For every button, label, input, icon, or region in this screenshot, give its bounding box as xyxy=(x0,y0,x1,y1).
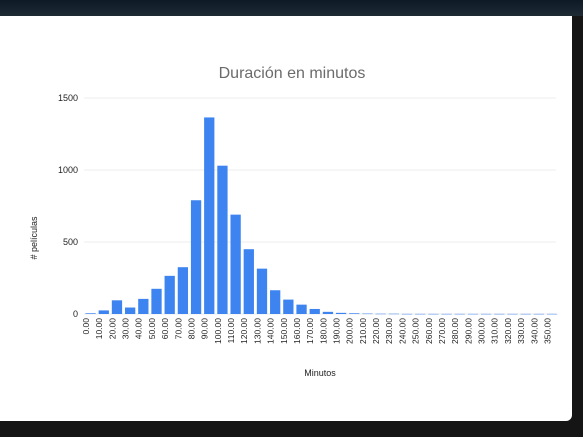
histogram-bar xyxy=(256,268,268,314)
x-tick-label: 230.00 xyxy=(384,318,394,344)
histogram-bar xyxy=(125,307,136,314)
x-tick-label: 140.00 xyxy=(266,318,276,344)
x-tick-label: 0.00 xyxy=(81,318,91,335)
x-tick-label: 80.00 xyxy=(186,318,196,340)
histogram-bar xyxy=(151,288,162,314)
histogram-bar xyxy=(217,165,228,314)
histogram-bar xyxy=(467,313,479,315)
histogram-bar xyxy=(388,313,399,315)
histogram-bar xyxy=(322,311,334,314)
bars xyxy=(85,117,558,315)
histogram-bar xyxy=(349,313,360,314)
x-tick-label: 320.00 xyxy=(503,318,513,344)
x-tick-label: 10.00 xyxy=(94,318,104,340)
histogram-bar xyxy=(335,312,347,314)
x-tick-label: 350.00 xyxy=(542,318,552,344)
histogram-bar xyxy=(243,249,254,314)
histogram-bar xyxy=(164,275,175,314)
histogram-bar xyxy=(85,313,96,314)
histogram-bar xyxy=(138,298,149,314)
histogram-bar xyxy=(270,290,281,314)
x-tick-label: 260.00 xyxy=(424,318,434,344)
x-tick-label: 110.00 xyxy=(226,318,236,344)
y-axis-label: # películas xyxy=(29,216,39,260)
x-tick-label: 310.00 xyxy=(490,318,500,344)
histogram-chart: Duración en minutos 0 500 1000 1500 0.00 10.… xyxy=(29,65,558,378)
histogram-bar xyxy=(111,300,123,314)
histogram-bar xyxy=(480,313,492,315)
chart-card: Duración en minutos 0 500 1000 1500 0.00 10.… xyxy=(0,16,572,421)
histogram-bar xyxy=(190,200,202,314)
x-tick-label: 130.00 xyxy=(252,318,262,344)
histogram-bar xyxy=(428,313,439,315)
grid-lines xyxy=(84,97,556,315)
x-tick-label: 210.00 xyxy=(358,318,368,344)
y-axis-ticks: 0 500 1000 1500 xyxy=(58,93,78,319)
histogram-bar xyxy=(401,313,413,315)
histogram-bar xyxy=(441,313,452,315)
histogram-bar xyxy=(454,313,465,315)
x-tick-label: 20.00 xyxy=(107,318,117,340)
x-tick-label: 70.00 xyxy=(173,318,183,340)
histogram-bar xyxy=(546,313,558,315)
x-tick-label: 150.00 xyxy=(279,318,289,344)
x-axis-label: Minutos xyxy=(304,368,336,378)
x-tick-label: 330.00 xyxy=(516,318,526,344)
x-tick-label: 50.00 xyxy=(147,318,157,340)
x-tick-label: 30.00 xyxy=(121,318,131,340)
histogram-bar xyxy=(230,214,241,314)
histogram-bar xyxy=(533,313,545,315)
histogram-bar xyxy=(494,313,505,315)
histogram-bar xyxy=(520,313,531,315)
histogram-bar xyxy=(362,313,373,315)
histogram-bar xyxy=(283,299,294,314)
x-tick-label: 60.00 xyxy=(160,318,170,340)
x-tick-label: 40.00 xyxy=(134,318,144,340)
x-tick-label: 340.00 xyxy=(529,318,539,344)
x-tick-label: 270.00 xyxy=(437,318,447,344)
x-tick-label: 90.00 xyxy=(200,318,210,340)
histogram-bar xyxy=(375,313,386,315)
chart-title: Duración en minutos xyxy=(219,65,366,82)
x-tick-label: 300.00 xyxy=(477,318,487,344)
histogram-bar xyxy=(204,117,215,314)
y-tick-label: 1500 xyxy=(58,93,78,103)
histogram-bar xyxy=(309,308,320,314)
x-tick-label: 100.00 xyxy=(213,318,223,344)
x-tick-label: 290.00 xyxy=(463,318,473,344)
x-tick-label: 240.00 xyxy=(397,318,407,344)
x-tick-label: 160.00 xyxy=(292,318,302,344)
x-tick-label: 180.00 xyxy=(318,318,328,344)
x-tick-label: 250.00 xyxy=(411,318,421,344)
x-tick-label: 220.00 xyxy=(371,318,381,344)
y-tick-label: 500 xyxy=(63,237,78,247)
histogram-bar xyxy=(296,304,307,314)
histogram-bar xyxy=(177,267,189,314)
histogram-bar xyxy=(415,313,426,315)
x-axis-ticks: 0.00 10.00 20.00 30.00 40.00 50.00 60.00 70.00 8… xyxy=(81,318,552,344)
x-tick-label: 120.00 xyxy=(239,318,249,344)
y-tick-label: 1000 xyxy=(58,165,78,175)
histogram-bar xyxy=(507,313,518,315)
x-tick-label: 200.00 xyxy=(345,318,355,344)
top-strip xyxy=(0,0,583,16)
x-tick-label: 190.00 xyxy=(332,318,342,344)
x-tick-label: 280.00 xyxy=(450,318,460,344)
x-tick-label: 170.00 xyxy=(305,318,315,344)
y-tick-label: 0 xyxy=(73,309,78,319)
histogram-bar xyxy=(98,310,109,314)
